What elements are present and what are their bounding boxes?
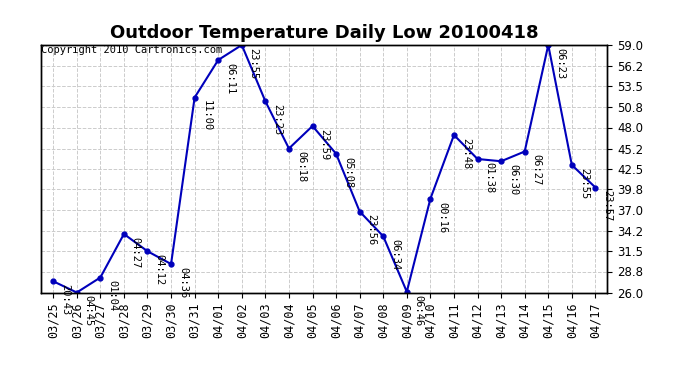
Text: 23:57: 23:57 — [602, 190, 612, 222]
Text: 23:55: 23:55 — [579, 168, 589, 199]
Text: 20:43: 20:43 — [60, 284, 70, 315]
Text: 01:38: 01:38 — [484, 162, 495, 193]
Text: 06:30: 06:30 — [508, 164, 518, 195]
Text: Copyright 2010 Cartronics.com: Copyright 2010 Cartronics.com — [41, 45, 223, 55]
Text: 11:00: 11:00 — [201, 100, 212, 132]
Text: 23:23: 23:23 — [273, 104, 282, 135]
Title: Outdoor Temperature Daily Low 20100418: Outdoor Temperature Daily Low 20100418 — [110, 24, 539, 42]
Text: 06:18: 06:18 — [296, 151, 306, 183]
Text: 06:11: 06:11 — [225, 63, 235, 94]
Text: 23:48: 23:48 — [461, 138, 471, 169]
Text: 04:27: 04:27 — [131, 237, 141, 268]
Text: 05:08: 05:08 — [343, 156, 353, 188]
Text: 23:59: 23:59 — [319, 129, 329, 160]
Text: 23:56: 23:56 — [366, 214, 377, 246]
Text: 04:36: 04:36 — [178, 267, 188, 298]
Text: 06:27: 06:27 — [531, 154, 542, 186]
Text: 06:46: 06:46 — [414, 294, 424, 326]
Text: 01:04: 01:04 — [107, 280, 117, 312]
Text: 23:55: 23:55 — [248, 48, 259, 79]
Text: 06:23: 06:23 — [555, 48, 565, 79]
Text: 04:45: 04:45 — [83, 295, 94, 327]
Text: 06:34: 06:34 — [390, 239, 400, 270]
Text: 04:12: 04:12 — [155, 254, 164, 285]
Text: 00:16: 00:16 — [437, 201, 447, 233]
